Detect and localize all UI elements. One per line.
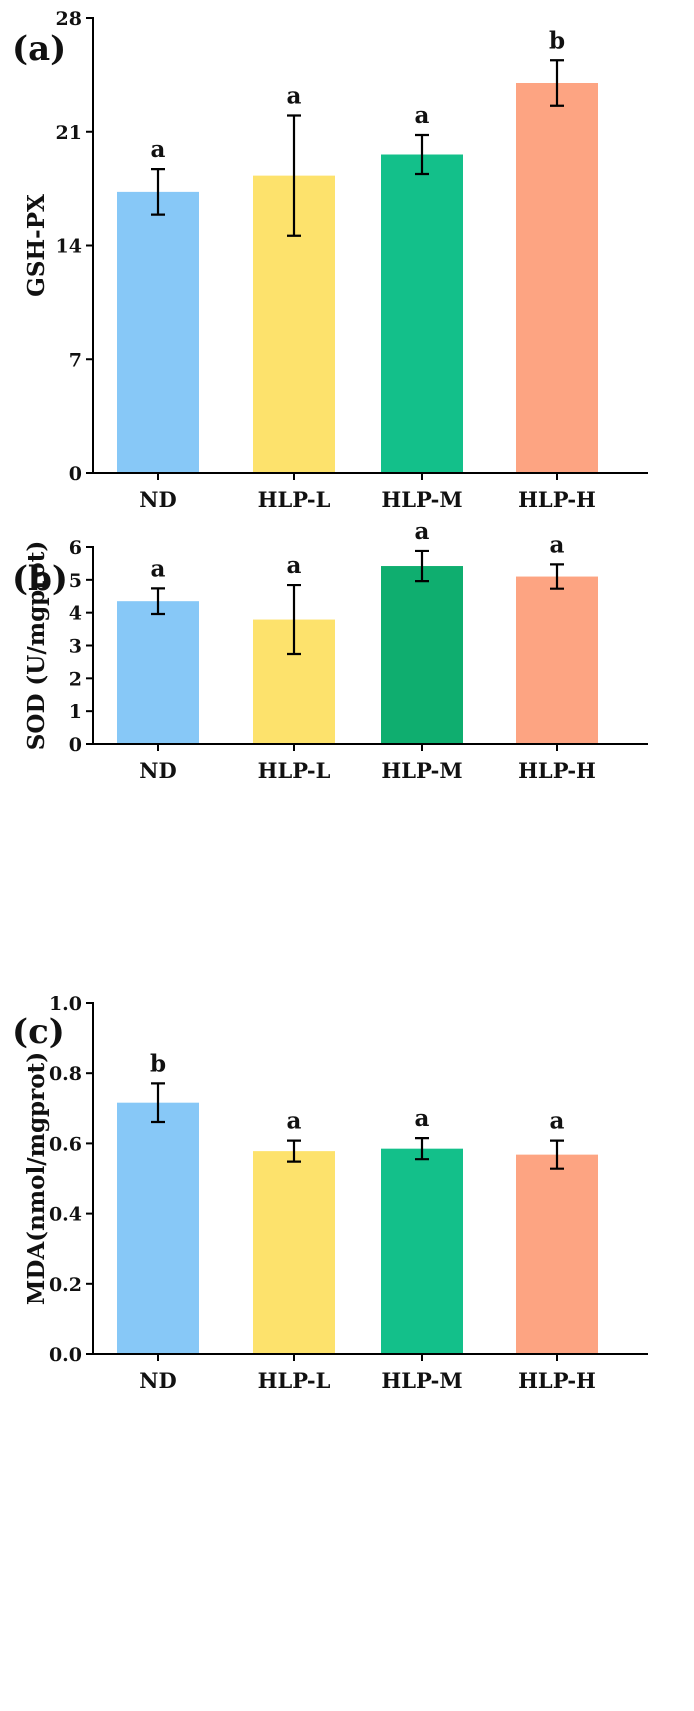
x-tick-label-hlp-h: HLP-H	[518, 1368, 596, 1393]
significance-label-hlp-m: a	[415, 518, 430, 545]
significance-label-nd: a	[151, 555, 166, 582]
bar-hlp-l	[253, 1151, 335, 1354]
error-bar-hlp-h	[550, 59, 564, 107]
panel-label-c: (c)	[12, 1012, 65, 1052]
bar-hlp-h	[516, 1154, 598, 1354]
significance-label-hlp-m: a	[415, 102, 430, 129]
y-tick-label: 0.0	[49, 1344, 82, 1366]
chart-panel-c: b a a a 0.0 0.2 0.4 0.6 0.8 1.0 ND HLP-L HLP-M HLP-H M…	[12, 993, 648, 1393]
x-tick-label-nd: ND	[139, 487, 176, 512]
y-tick-label: 4	[69, 603, 82, 625]
bar-nd	[117, 1102, 199, 1354]
y-tick-label: 0	[69, 463, 82, 485]
bar-hlp-m	[381, 566, 463, 744]
y-tick-label: 3	[69, 636, 82, 658]
bar-hlp-h	[516, 83, 598, 473]
x-tick-label-hlp-l: HLP-L	[258, 758, 331, 783]
error-bar-hlp-l	[287, 1139, 301, 1163]
x-tick-label-hlp-m: HLP-M	[381, 1368, 462, 1393]
significance-label-hlp-l: a	[287, 83, 302, 110]
bar-hlp-m	[381, 154, 463, 473]
x-tick-label-nd: ND	[139, 758, 176, 783]
significance-label-hlp-h: a	[550, 531, 565, 558]
x-tick-label-hlp-h: HLP-H	[518, 758, 596, 783]
y-tick-label: 14	[56, 236, 82, 258]
significance-label-hlp-h: a	[550, 1108, 565, 1135]
y-axis-title: MDA(nmol/mgprot)	[23, 1052, 50, 1305]
x-tick-label-hlp-m: HLP-M	[381, 487, 462, 512]
x-tick-label-hlp-l: HLP-L	[258, 487, 331, 512]
significance-label-nd: a	[151, 136, 166, 163]
bar-nd	[117, 191, 199, 473]
chart-panel-a: a a a b 0 7 14 21 28 ND HLP-L HLP-M HLP-H GSH-PX (a)	[12, 8, 648, 512]
error-bar-nd	[151, 587, 165, 616]
y-tick-label: 0.2	[49, 1274, 82, 1296]
y-tick-label: 2	[69, 668, 82, 690]
y-tick-label: 5	[69, 570, 82, 592]
y-tick-label: 21	[56, 122, 82, 144]
significance-label-hlp-l: a	[287, 1108, 302, 1135]
bar-hlp-m	[381, 1148, 463, 1354]
error-bar-nd	[151, 168, 165, 216]
panel-label-b: (b)	[12, 559, 68, 599]
chart-panel-b: a a a a 0 1 2 3 4 5 6 ND HLP-L HLP-M HLP-H SOD (U/mgpro…	[12, 518, 648, 783]
error-bar-nd	[151, 1082, 165, 1124]
significance-label-hlp-m: a	[415, 1105, 430, 1132]
y-tick-label: 0.6	[49, 1133, 82, 1155]
bar-nd	[117, 601, 199, 744]
y-tick-label: 7	[69, 349, 82, 371]
y-axis-title: SOD (U/mgprot)	[23, 541, 50, 750]
y-tick-label: 6	[69, 537, 82, 559]
y-tick-label: 0.4	[49, 1204, 82, 1226]
y-tick-label: 0	[69, 734, 82, 756]
bar-hlp-h	[516, 576, 598, 744]
error-bar-hlp-h	[550, 1139, 564, 1170]
error-bar-hlp-m	[415, 1137, 429, 1161]
significance-label-nd: b	[150, 1050, 166, 1077]
error-bar-hlp-m	[415, 549, 429, 583]
error-bar-hlp-l	[287, 114, 301, 237]
x-tick-label-hlp-m: HLP-M	[381, 758, 462, 783]
error-bar-hlp-h	[550, 563, 564, 590]
y-tick-label: 28	[56, 8, 82, 30]
significance-label-hlp-l: a	[287, 552, 302, 579]
error-bar-hlp-l	[287, 583, 301, 656]
y-tick-label: 0.8	[49, 1063, 82, 1085]
y-axis-title: GSH-PX	[23, 194, 50, 297]
significance-label-hlp-h: b	[549, 27, 565, 54]
y-tick-label: 1	[69, 701, 82, 723]
x-tick-label-hlp-l: HLP-L	[258, 1368, 331, 1393]
x-tick-label-nd: ND	[139, 1368, 176, 1393]
panel-label-a: (a)	[12, 29, 66, 69]
error-bar-hlp-m	[415, 133, 429, 176]
x-tick-label-hlp-h: HLP-H	[518, 487, 596, 512]
y-tick-label: 1.0	[49, 993, 82, 1015]
